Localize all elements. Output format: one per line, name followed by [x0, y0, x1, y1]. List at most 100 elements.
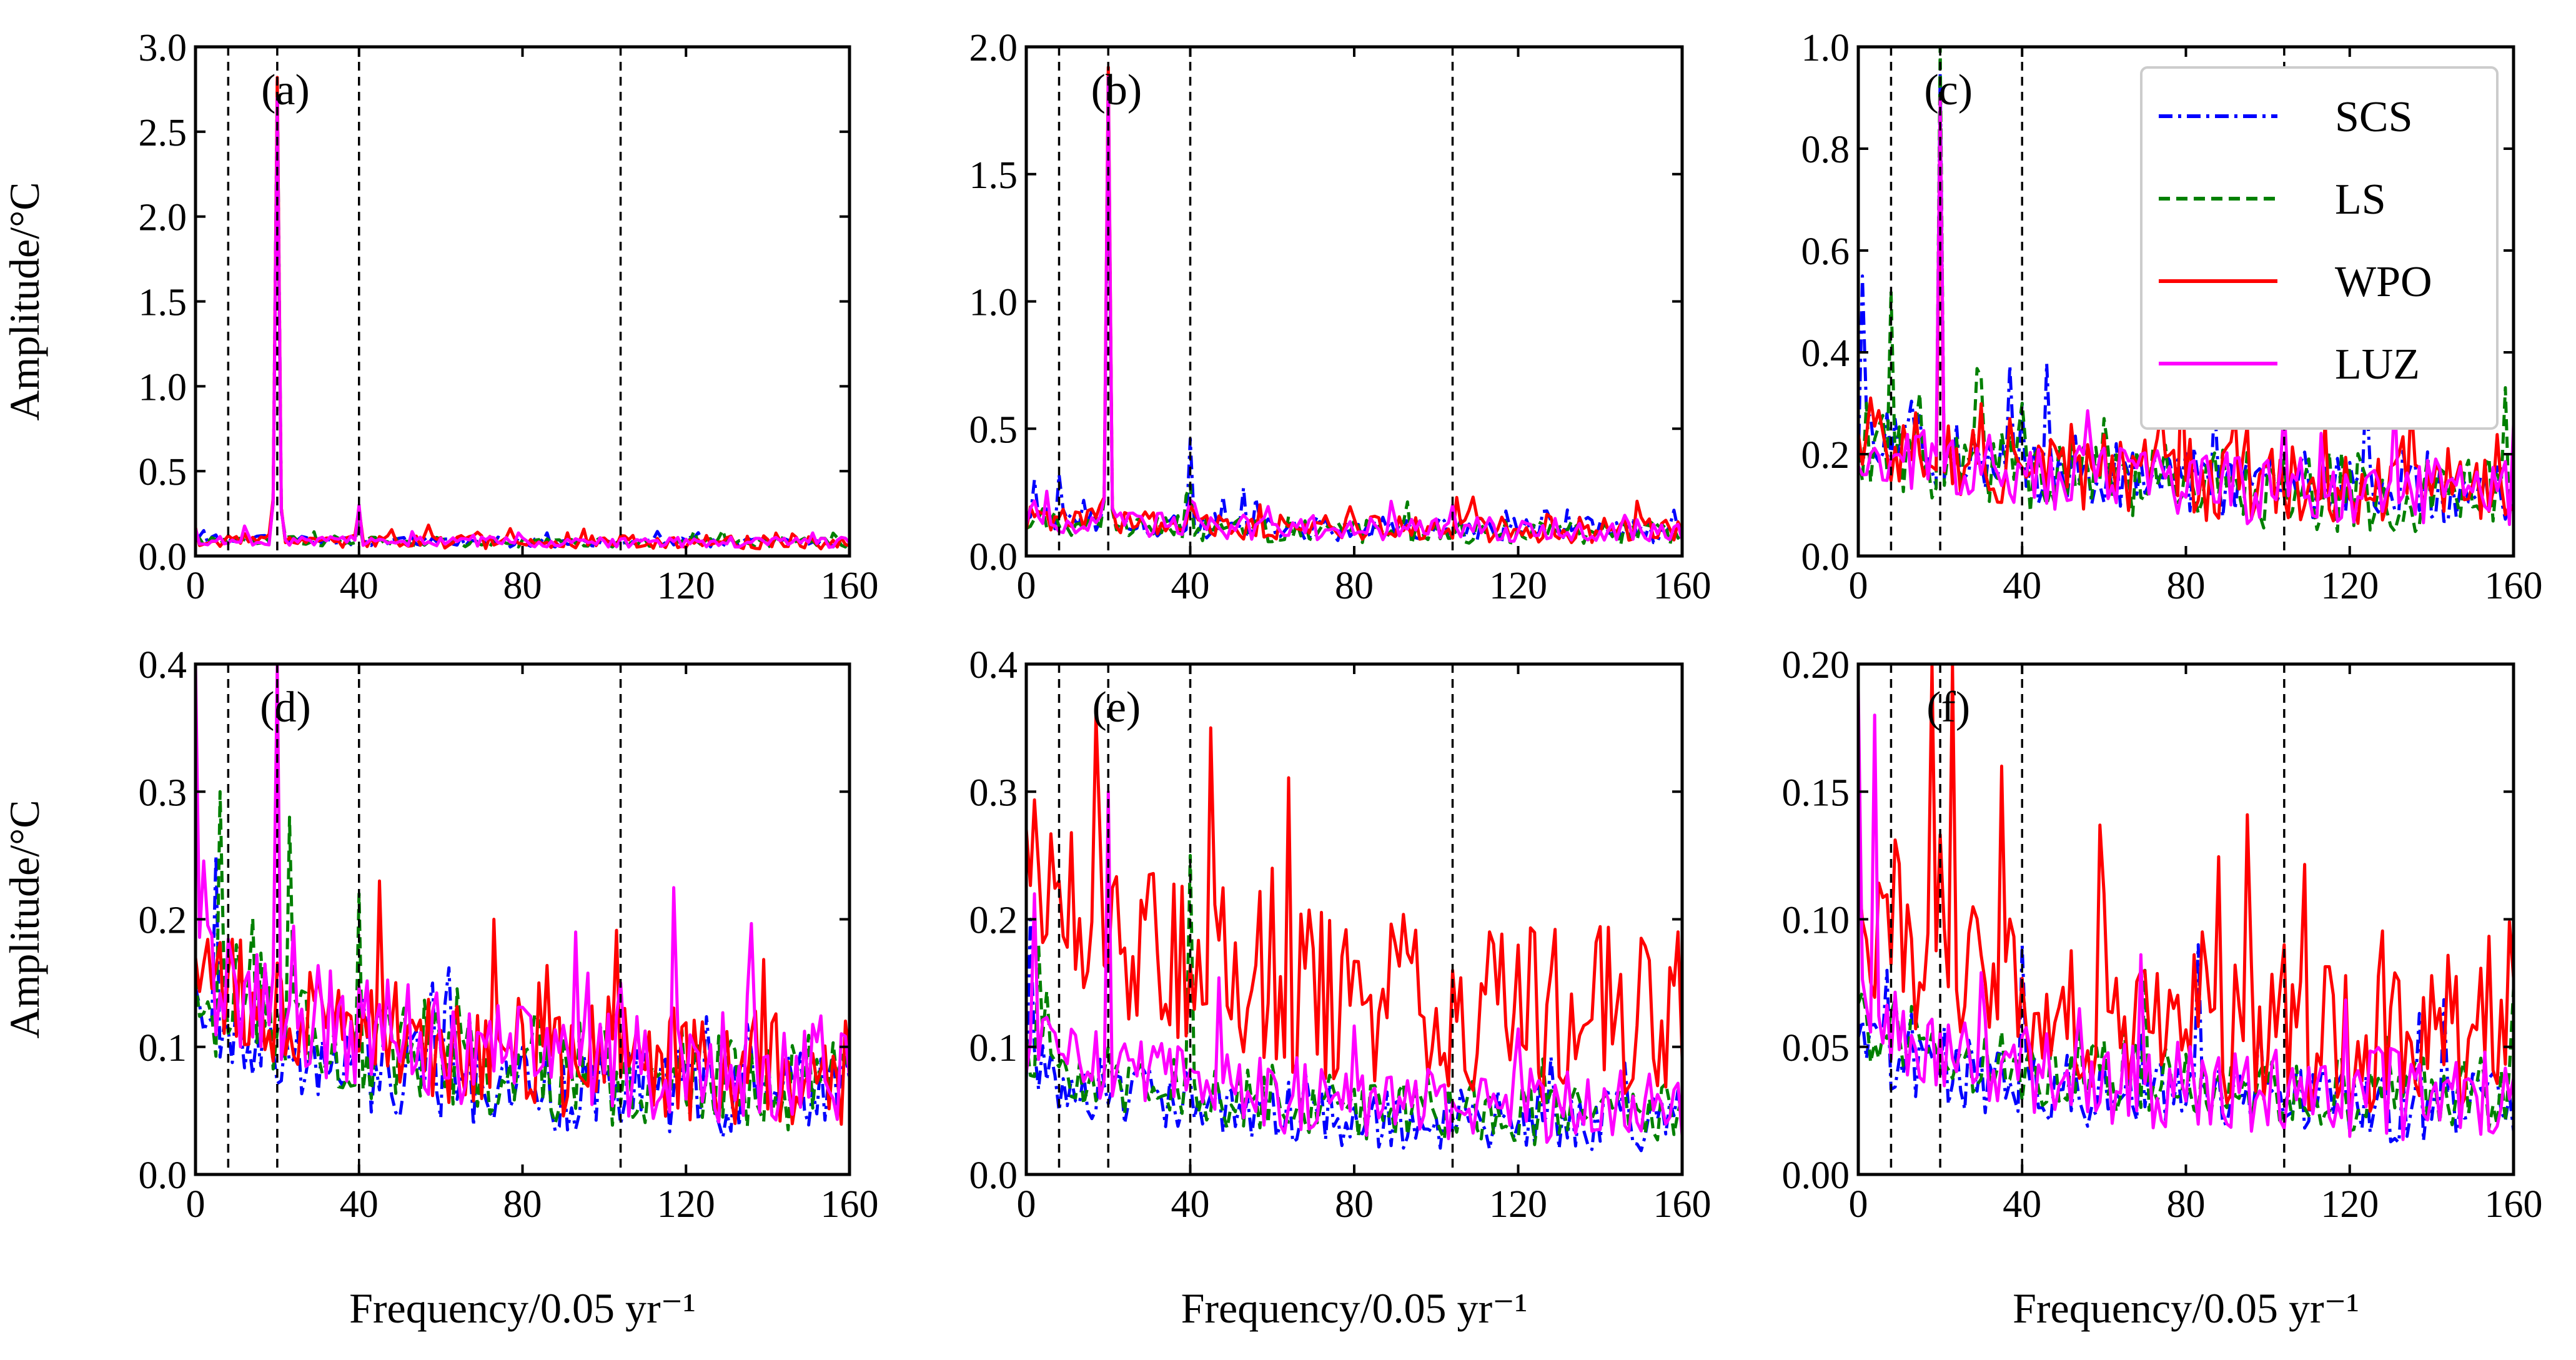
panel-b: 0 40 80 120 160 0.0 0.5 1.0 1.5 2.0 (b): [969, 27, 1712, 607]
series-line-luz: [1858, 689, 2514, 1141]
x-axis-label: Frequency/0.05 yr⁻¹: [1181, 1284, 1528, 1332]
series-line-luz: [196, 96, 850, 549]
y-tick-label: 0.00: [1782, 1154, 1850, 1197]
y-tick-label: 0.1: [139, 1027, 187, 1070]
x-tick-label: 40: [340, 565, 379, 607]
x-tick-label: 80: [1335, 1183, 1374, 1226]
y-axis-label: Amplitude/°C: [1, 182, 48, 420]
x-tick-label: 160: [1653, 1183, 1712, 1226]
panel-label: (b): [1091, 66, 1142, 114]
legend-label-wpo: WPO: [2335, 258, 2432, 306]
series-line-wpo: [1026, 66, 1682, 544]
series-line-ls: [1026, 853, 1682, 1146]
x-tick-label: 80: [503, 565, 542, 607]
x-axis-label: Frequency/0.05 yr⁻¹: [2013, 1284, 2359, 1332]
y-tick-label: 3.0: [139, 27, 187, 69]
y-tick-label: 2.5: [139, 112, 187, 154]
x-tick-label: 40: [1171, 565, 1210, 607]
y-tick-label: 0.6: [1801, 231, 1850, 273]
series-line-ls: [1026, 96, 1682, 547]
series-group: [1026, 66, 1682, 547]
y-tick-label: 1.0: [969, 282, 1018, 324]
x-tick-label: 0: [1849, 1183, 1868, 1226]
y-tick-label: 2.0: [969, 27, 1018, 69]
legend: SCS LS WPO LUZ: [2140, 66, 2499, 430]
y-tick-label: 0.0: [969, 536, 1018, 578]
y-tick-label: 0.0: [1801, 536, 1850, 578]
series-group: [1858, 664, 2514, 1144]
y-tick-label: 0.20: [1782, 644, 1850, 687]
panel-e: 0 40 80 120 160 0.0 0.1 0.2 0.3 0.4 (e): [969, 644, 1712, 1226]
x-tick-label: 160: [2485, 1183, 2543, 1226]
x-tick-label: 160: [821, 1183, 879, 1226]
series-line-wpo: [1026, 713, 1682, 1103]
series-line-scs: [1858, 943, 2514, 1144]
legend-label-luz: LUZ: [2335, 340, 2420, 389]
x-tick-label: 160: [2485, 565, 2543, 607]
series-line-ls: [196, 113, 850, 549]
x-tick-label: 40: [340, 1183, 379, 1226]
panel-label: (c): [1924, 66, 1973, 114]
y-tick-label: 0.5: [969, 409, 1018, 451]
y-tick-label: 0.10: [1782, 900, 1850, 942]
y-tick-label: 0.2: [139, 900, 187, 942]
series-group: [196, 76, 850, 550]
y-tick-label: 0.3: [139, 772, 187, 814]
x-tick-label: 160: [1653, 565, 1712, 607]
series-line-luz: [1026, 76, 1682, 543]
x-tick-label: 0: [1017, 565, 1036, 607]
panel-f: 0 40 80 120 160 0.00 0.05 0.10 0.15 0.20 (f): [1782, 644, 2543, 1226]
y-tick-label: 0.4: [139, 644, 187, 687]
x-tick-label: 0: [1017, 1183, 1036, 1226]
panel-c: 0 40 80 120 160 0.0 0.2 0.4 0.6 0.8 1.0 (c) SCS LS WPO…: [1801, 27, 2543, 607]
panel-label: (a): [261, 66, 310, 114]
y-tick-label: 0.05: [1782, 1027, 1850, 1070]
axes-frame: [194, 662, 851, 1176]
y-tick-label: 0.0: [139, 536, 187, 578]
y-tick-label: 0.2: [1801, 434, 1850, 477]
x-tick-label: 120: [657, 565, 715, 607]
x-tick-label: 40: [2003, 1183, 2041, 1226]
series-group: [196, 664, 850, 1139]
panel-d: 0 40 80 120 160 0.0 0.1 0.2 0.3 0.4 (d) Amplitude/°…: [1, 644, 879, 1226]
legend-label-scs: SCS: [2335, 93, 2413, 141]
x-tick-label: 80: [503, 1183, 542, 1226]
series-line-scs: [196, 853, 850, 1139]
y-tick-label: 0.2: [969, 900, 1018, 942]
panel-label: (e): [1092, 683, 1141, 732]
x-tick-label: 0: [186, 565, 206, 607]
y-tick-label: 0.0: [139, 1154, 187, 1197]
y-tick-label: 2.0: [139, 197, 187, 239]
y-tick-label: 0.3: [969, 772, 1018, 814]
x-tick-label: 120: [2321, 1183, 2379, 1226]
y-tick-label: 0.1: [969, 1027, 1018, 1070]
legend-box: [2140, 66, 2499, 430]
y-tick-label: 0.5: [139, 451, 187, 494]
y-axis-label: Amplitude/°C: [1, 800, 48, 1038]
x-tick-label: 120: [657, 1183, 715, 1226]
x-tick-label: 0: [186, 1183, 206, 1226]
y-tick-label: 1.0: [139, 366, 187, 409]
series-line-scs: [196, 79, 850, 549]
series-line-luz: [1026, 790, 1682, 1144]
x-tick-label: 40: [2003, 565, 2041, 607]
legend-label-ls: LS: [2335, 176, 2386, 224]
series-line-wpo: [196, 879, 850, 1126]
x-axis-label: Frequency/0.05 yr⁻¹: [349, 1284, 696, 1332]
series-line-wpo: [196, 76, 850, 550]
x-tick-label: 80: [2167, 1183, 2206, 1226]
series-line-wpo: [1858, 664, 2514, 1113]
x-tick-label: 80: [2167, 565, 2206, 607]
series-line-wpo: [1858, 147, 2514, 525]
series-line-scs: [1026, 83, 1682, 545]
x-tick-label: 40: [1171, 1183, 1210, 1226]
x-tick-label: 120: [2321, 565, 2379, 607]
series-line-luz: [196, 664, 850, 1124]
y-tick-label: 1.0: [1801, 27, 1850, 69]
series-line-luz: [1858, 96, 2514, 526]
panel-label: (f): [1926, 683, 1970, 732]
axes-frame: [194, 45, 851, 558]
x-tick-label: 80: [1335, 565, 1374, 607]
x-tick-label: 160: [821, 565, 879, 607]
series-line-ls: [196, 790, 850, 1131]
